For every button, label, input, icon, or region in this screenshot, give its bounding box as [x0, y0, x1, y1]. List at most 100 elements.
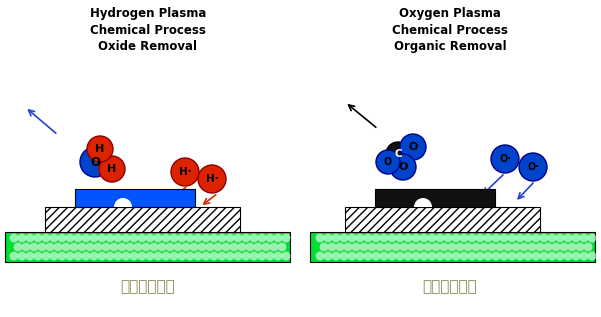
Circle shape	[588, 251, 597, 261]
Circle shape	[383, 243, 392, 251]
Circle shape	[491, 145, 519, 173]
Circle shape	[552, 243, 561, 251]
Text: H: H	[96, 144, 105, 154]
Circle shape	[257, 251, 266, 261]
Circle shape	[22, 243, 31, 251]
Circle shape	[531, 234, 540, 243]
Circle shape	[391, 243, 400, 251]
Circle shape	[37, 243, 46, 251]
Circle shape	[511, 243, 520, 251]
Circle shape	[388, 251, 397, 261]
Circle shape	[364, 234, 373, 243]
Circle shape	[480, 243, 489, 251]
Circle shape	[70, 243, 79, 251]
Circle shape	[390, 154, 416, 180]
Text: Hydrogen Plasma
Chemical Process
Oxide Removal: Hydrogen Plasma Chemical Process Oxide R…	[90, 7, 206, 53]
Circle shape	[316, 251, 325, 261]
Circle shape	[548, 234, 557, 243]
Circle shape	[201, 234, 210, 243]
Text: O·: O·	[527, 162, 539, 172]
Circle shape	[379, 251, 388, 261]
Circle shape	[395, 234, 404, 243]
Circle shape	[273, 234, 282, 243]
Circle shape	[483, 234, 492, 243]
Circle shape	[388, 234, 397, 243]
Circle shape	[584, 243, 593, 251]
Circle shape	[564, 251, 573, 261]
Circle shape	[531, 251, 540, 261]
Circle shape	[492, 251, 501, 261]
Circle shape	[13, 243, 22, 251]
Circle shape	[234, 234, 242, 243]
Bar	[5, 232, 290, 262]
Circle shape	[475, 251, 484, 261]
Circle shape	[73, 251, 82, 261]
Circle shape	[572, 251, 581, 261]
Circle shape	[403, 234, 412, 243]
Circle shape	[10, 251, 19, 261]
Circle shape	[171, 158, 199, 186]
Circle shape	[121, 234, 130, 243]
Circle shape	[468, 234, 477, 243]
Circle shape	[90, 251, 99, 261]
Bar	[75, 189, 195, 207]
Circle shape	[564, 234, 573, 243]
Circle shape	[118, 243, 126, 251]
Circle shape	[201, 251, 210, 261]
Circle shape	[126, 243, 135, 251]
Circle shape	[242, 234, 251, 243]
Circle shape	[145, 234, 154, 243]
Circle shape	[269, 243, 278, 251]
Circle shape	[579, 251, 588, 261]
Circle shape	[371, 251, 380, 261]
Circle shape	[177, 251, 186, 261]
Text: 化学清洗工艺: 化学清洗工艺	[121, 280, 175, 294]
Circle shape	[225, 251, 234, 261]
Circle shape	[456, 243, 465, 251]
Circle shape	[323, 251, 332, 261]
Circle shape	[78, 243, 87, 251]
Circle shape	[133, 243, 142, 251]
Circle shape	[487, 243, 496, 251]
Circle shape	[194, 234, 203, 243]
Circle shape	[540, 234, 549, 243]
Circle shape	[242, 251, 251, 261]
Circle shape	[460, 234, 469, 243]
Text: O: O	[90, 156, 100, 169]
Circle shape	[395, 251, 404, 261]
Text: H: H	[108, 164, 117, 174]
Circle shape	[114, 234, 123, 243]
Bar	[345, 207, 540, 232]
Circle shape	[29, 243, 38, 251]
Circle shape	[46, 243, 55, 251]
Text: Oxygen Plasma
Chemical Process
Organic Removal: Oxygen Plasma Chemical Process Organic R…	[392, 7, 508, 53]
Circle shape	[169, 251, 178, 261]
Circle shape	[588, 234, 597, 243]
Circle shape	[141, 243, 150, 251]
Circle shape	[332, 234, 341, 243]
Circle shape	[427, 234, 436, 243]
Circle shape	[41, 251, 50, 261]
Circle shape	[320, 243, 329, 251]
Circle shape	[114, 251, 123, 261]
Circle shape	[281, 251, 290, 261]
Circle shape	[25, 251, 34, 261]
Circle shape	[145, 251, 154, 261]
Circle shape	[535, 243, 545, 251]
Circle shape	[17, 251, 26, 261]
Circle shape	[58, 234, 67, 243]
Circle shape	[49, 251, 58, 261]
Circle shape	[463, 243, 472, 251]
Circle shape	[58, 251, 67, 261]
Circle shape	[427, 251, 436, 261]
Circle shape	[371, 234, 380, 243]
Wedge shape	[114, 198, 132, 207]
Circle shape	[356, 251, 364, 261]
Circle shape	[451, 251, 460, 261]
Circle shape	[17, 234, 26, 243]
Circle shape	[436, 251, 445, 261]
Circle shape	[460, 251, 469, 261]
Circle shape	[444, 234, 453, 243]
Circle shape	[579, 234, 588, 243]
Circle shape	[87, 136, 113, 162]
